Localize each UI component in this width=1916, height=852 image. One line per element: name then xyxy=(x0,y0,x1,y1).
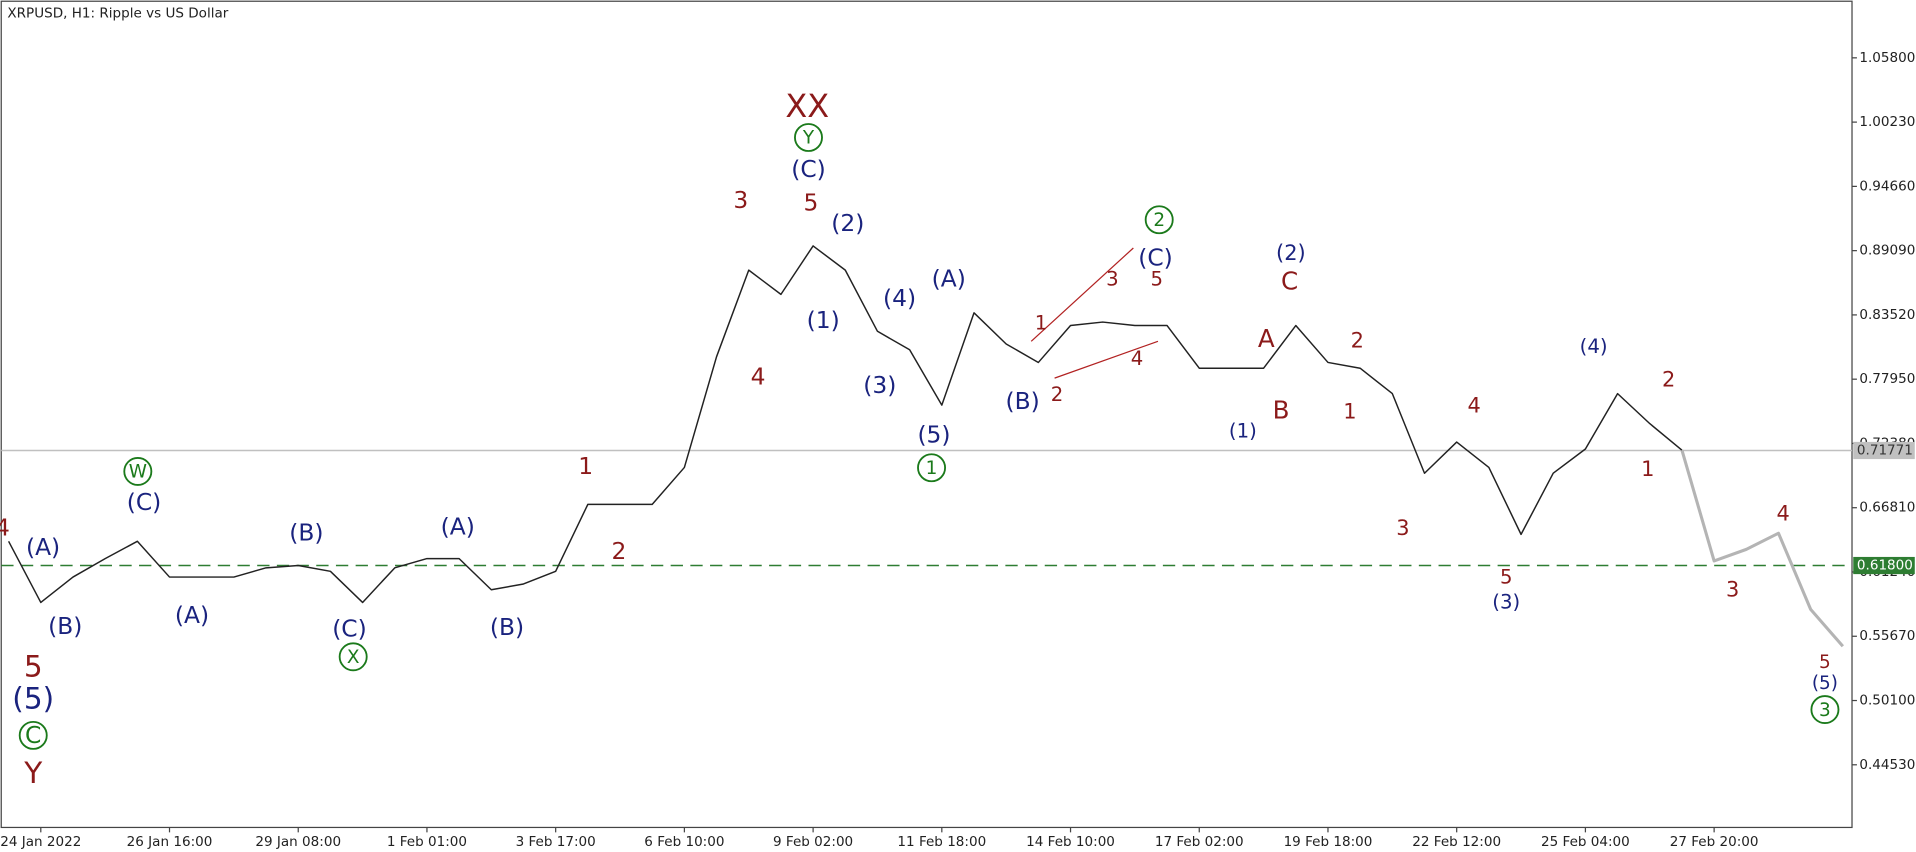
wave-label: 3 xyxy=(733,186,748,214)
wave-label: 4 xyxy=(1468,393,1481,417)
y-tick-label: 0.89090 xyxy=(1859,243,1915,259)
plot-frame xyxy=(0,0,1853,829)
chart-title: XRPUSD, H1: Ripple vs US Dollar xyxy=(7,6,228,22)
wave-label: (A) xyxy=(175,601,209,629)
wave-label: Y xyxy=(802,128,815,149)
wedge-line xyxy=(1054,340,1159,379)
wave-label: 2 xyxy=(1662,368,1675,392)
wave-circle xyxy=(1144,205,1174,235)
wave-label: 4 xyxy=(1776,501,1789,525)
x-tick-label: 14 Feb 10:00 xyxy=(1026,834,1115,850)
wave-label: (B) xyxy=(289,519,323,547)
wave-label: 4 xyxy=(1131,347,1144,370)
wave-label: W xyxy=(129,462,147,483)
wave-label: (1) xyxy=(807,306,840,334)
wave-label: 5 xyxy=(1150,267,1163,290)
y-tick-label: 0.50100 xyxy=(1859,693,1915,709)
wave-label: (C) xyxy=(791,155,826,183)
y-tick-label: 0.44530 xyxy=(1859,757,1915,773)
y-tick-label: 0.66810 xyxy=(1859,500,1915,516)
wave-label: (4) xyxy=(1580,335,1608,358)
price-line xyxy=(7,245,1683,604)
wave-circle xyxy=(123,456,153,486)
wave-circle xyxy=(917,453,947,483)
x-tick-label: 22 Feb 12:00 xyxy=(1412,834,1501,850)
wave-label: 4 xyxy=(751,363,766,391)
wave-label: (B) xyxy=(1005,387,1039,415)
wave-label: (4) xyxy=(883,284,916,312)
wave-label: X xyxy=(347,647,360,668)
level-label: 0.61800 xyxy=(1857,558,1913,574)
wave-label: 1 xyxy=(1343,400,1356,424)
x-tick-label: 6 Feb 10:00 xyxy=(644,834,724,850)
wave-label: 2 xyxy=(1351,328,1364,352)
x-tick-label: 9 Feb 02:00 xyxy=(773,834,853,850)
x-tick-label: 24 Jan 2022 xyxy=(0,834,81,850)
wave-label: 3 xyxy=(1106,267,1119,290)
wave-label: 2 xyxy=(1153,210,1165,231)
wave-label: (C) xyxy=(127,488,162,516)
wave-label: (2) xyxy=(1276,241,1306,265)
wave-label: (A) xyxy=(932,264,966,292)
wave-label: (3) xyxy=(1492,590,1520,613)
level-label-box xyxy=(1853,556,1915,575)
y-tick-label: 0.83520 xyxy=(1859,307,1915,323)
wave-circle xyxy=(18,720,48,750)
wave-label: (A) xyxy=(26,533,60,561)
wave-label: (2) xyxy=(831,209,864,237)
wave-label: XX xyxy=(785,87,829,125)
wave-circle xyxy=(794,123,823,152)
x-tick-label: 17 Feb 02:00 xyxy=(1155,834,1244,850)
wave-label: (5) xyxy=(917,420,950,448)
wave-label: 2 xyxy=(612,537,627,565)
wave-label: (5) xyxy=(1812,673,1838,694)
wedge-line xyxy=(1030,247,1134,342)
x-tick-label: 1 Feb 01:00 xyxy=(387,834,467,850)
wave-label: Y xyxy=(23,756,43,790)
y-tick-label: 0.55670 xyxy=(1859,628,1915,644)
wave-label: 5 xyxy=(24,649,43,683)
y-tick-label: 0.94660 xyxy=(1859,178,1915,194)
wave-label: (3) xyxy=(863,371,896,399)
x-tick-label: 26 Jan 16:00 xyxy=(127,834,213,850)
wave-label: (C) xyxy=(1138,244,1173,272)
wave-label: 3 xyxy=(1819,700,1831,721)
wave-label: (C) xyxy=(332,614,367,642)
x-tick-label: 25 Feb 04:00 xyxy=(1541,834,1630,850)
y-tick-label: 1.05800 xyxy=(1859,50,1915,66)
wave-label: 2 xyxy=(1051,383,1064,406)
wave-label: B xyxy=(1273,395,1290,424)
wave-label: C xyxy=(1281,266,1298,295)
wave-label: 5 xyxy=(1500,566,1513,589)
wave-label: 1 xyxy=(1035,312,1048,335)
x-tick-label: 27 Feb 20:00 xyxy=(1670,834,1759,850)
wave-label: (A) xyxy=(441,512,475,540)
wave-label: 1 xyxy=(578,452,593,480)
y-tick-label: 1.00230 xyxy=(1859,114,1915,130)
wave-label: 1 xyxy=(1641,457,1654,481)
forecast-line xyxy=(1680,449,1845,648)
wave-label: (5) xyxy=(12,681,54,715)
wave-label: (1) xyxy=(1229,420,1257,443)
y-tick-label: 0.77950 xyxy=(1859,371,1915,387)
wave-label: 5 xyxy=(804,188,819,216)
x-tick-label: 3 Feb 17:00 xyxy=(516,834,596,850)
x-tick-label: 11 Feb 18:00 xyxy=(897,834,986,850)
wave-label: 4 xyxy=(0,514,10,542)
wave-label: C xyxy=(25,721,41,749)
wave-label: 5 xyxy=(1819,652,1831,673)
wave-label: (B) xyxy=(490,613,524,641)
wave-label: 3 xyxy=(1396,516,1409,540)
wave-label: 1 xyxy=(926,458,938,479)
wave-label: 3 xyxy=(1726,578,1739,602)
x-tick-label: 19 Feb 18:00 xyxy=(1284,834,1373,850)
level-label-box xyxy=(1853,441,1915,460)
wave-label: (B) xyxy=(48,612,82,640)
wave-label: A xyxy=(1258,324,1275,353)
x-tick-label: 29 Jan 08:00 xyxy=(255,834,341,850)
wave-circle xyxy=(338,642,368,672)
wave-circle xyxy=(1810,695,1840,725)
level-label: 0.71771 xyxy=(1857,442,1913,458)
